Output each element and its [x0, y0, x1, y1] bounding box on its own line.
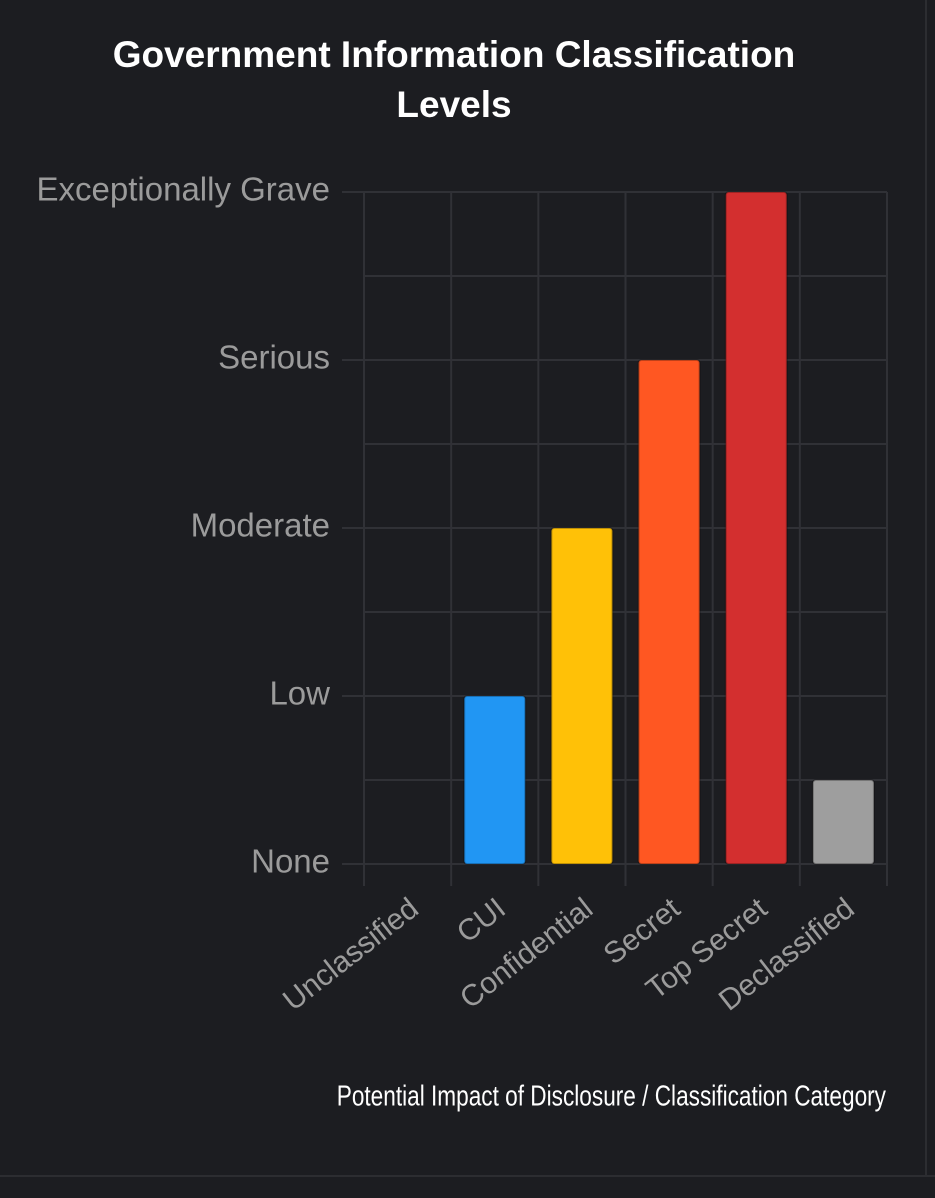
y-tick-label: Moderate [191, 507, 330, 544]
y-tick-label: Low [269, 675, 330, 712]
y-tick-label: Serious [218, 339, 330, 376]
bar [637, 359, 701, 865]
y-tick-label: None [251, 843, 330, 880]
chart-title: Government Information Classification Le… [112, 34, 796, 125]
x-tick-label: Unclassified [277, 892, 425, 1018]
bar [811, 779, 875, 865]
bar [550, 527, 614, 865]
x-axis-title: Potential Impact of Disclosure / Classif… [337, 1079, 886, 1112]
bar [724, 191, 788, 865]
bar [463, 695, 527, 865]
x-tick-label: CUI [451, 892, 512, 950]
y-tick-label: Exceptionally Grave [37, 171, 330, 208]
